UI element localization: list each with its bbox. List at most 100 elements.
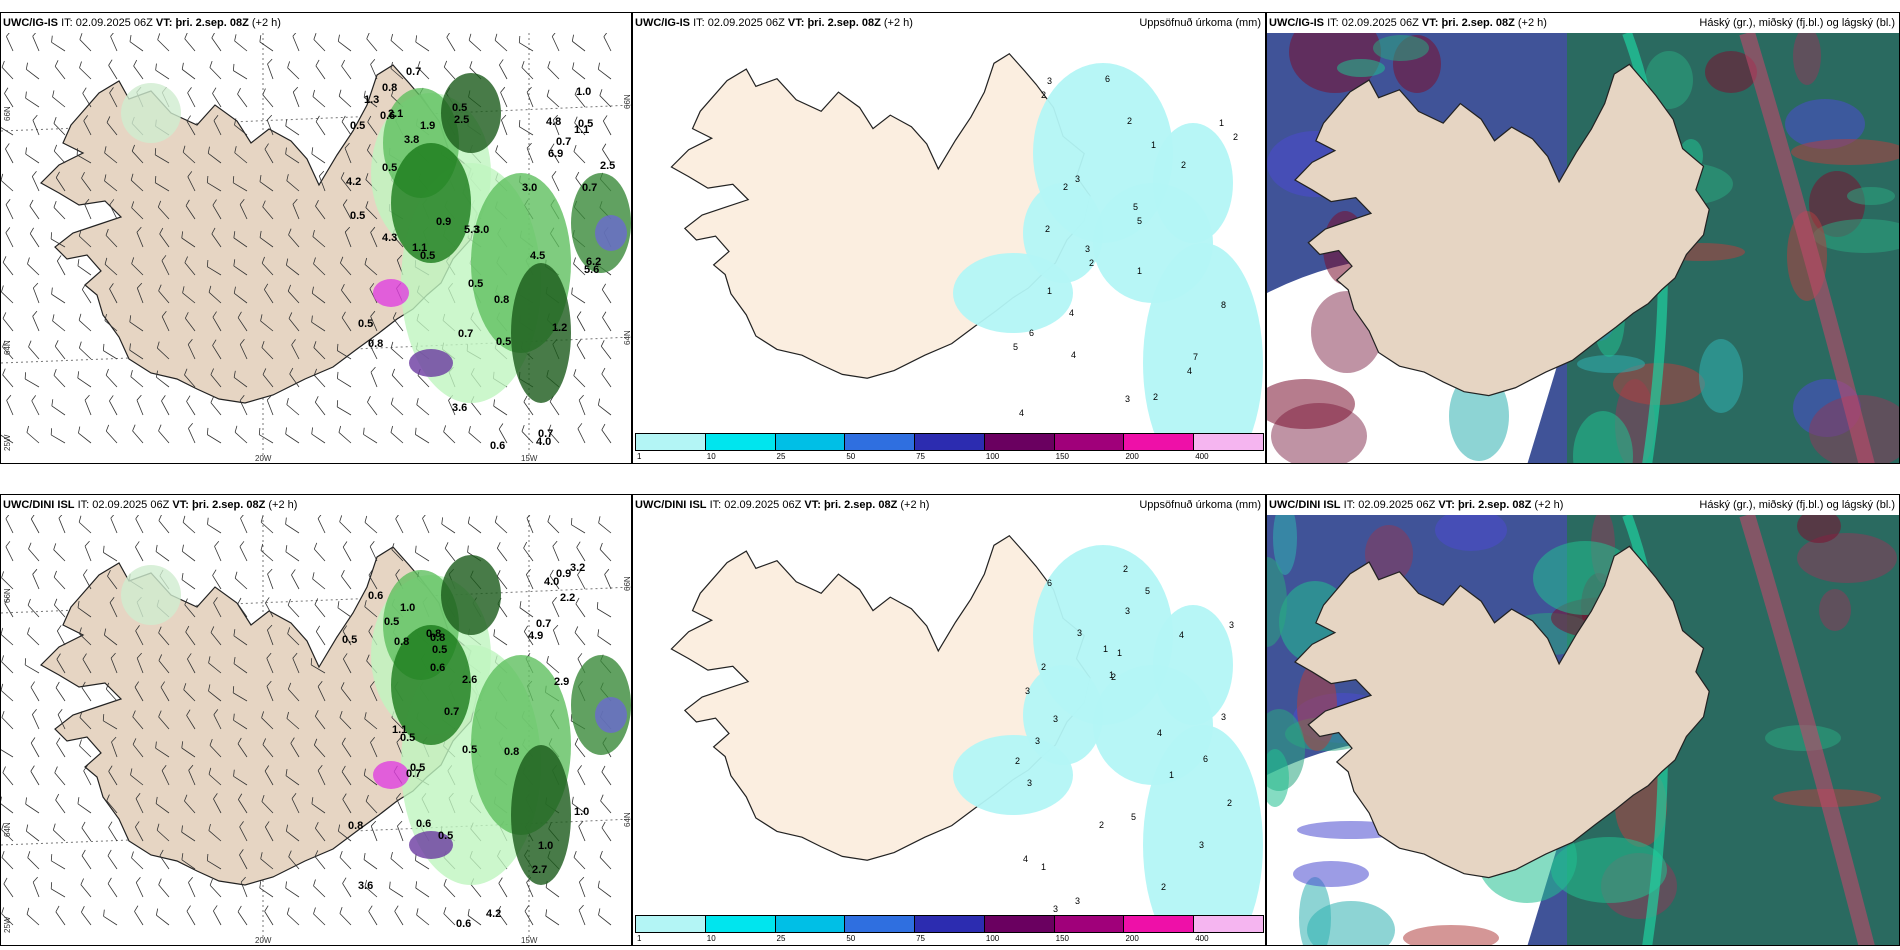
valid-time: þri. 2.sep. 08Z — [823, 499, 898, 511]
precip-value: 0.5 — [358, 318, 373, 330]
precip-value: 1.1 — [574, 124, 589, 136]
lead-time: (+2 h) — [1517, 17, 1547, 29]
accum-value: 1 — [1047, 286, 1052, 296]
accum-value: 5 — [1137, 216, 1142, 226]
lead-time: (+2 h) — [268, 499, 298, 511]
init-time: 02.09.2025 06Z — [1341, 17, 1419, 29]
precip-value: 0.5 — [400, 732, 415, 744]
accum-value: 6 — [1105, 74, 1110, 84]
panel-header: UWC/IG-IS IT: 02.09.2025 06Z VT: þri. 2.… — [1269, 17, 1547, 29]
accum-value: 6 — [1029, 328, 1034, 338]
map-canvas: 0.74.00.53.80.70.54.20.50.80.84.30.50.61… — [1, 33, 631, 463]
vt-label: VT: — [1438, 499, 1455, 511]
precip-value: 0.9 — [436, 216, 451, 228]
lat-label-66n: 66N — [3, 106, 12, 121]
precip-value: 6.2 — [586, 256, 601, 268]
precip-value: 4.2 — [486, 908, 501, 920]
accum-value: 3 — [1229, 620, 1234, 630]
precip-field — [121, 555, 631, 885]
accum-value: 2 — [1041, 662, 1046, 672]
accum-value: 1 — [1109, 670, 1114, 680]
colorbar-swatch — [635, 433, 706, 451]
accum-value: 4 — [1023, 854, 1028, 864]
colorbar-tick: 1 — [637, 934, 642, 943]
colorbar-swatch — [635, 915, 706, 933]
colorbar-swatch — [704, 433, 776, 451]
accum-value: 2 — [1063, 182, 1068, 192]
accum-value: 6 — [1047, 578, 1052, 588]
panel-header: UWC/DINI ISL IT: 02.09.2025 06Z VT: þri.… — [1269, 499, 1563, 511]
precip-value: 0.5 — [468, 278, 483, 290]
lead-time: (+2 h) — [883, 17, 913, 29]
precip-labels: 0.60.80.51.00.50.80.51.00.80.50.63.24.00… — [342, 562, 589, 930]
accum-value: 4 — [1157, 728, 1162, 738]
precip-value: 0.5 — [382, 162, 397, 174]
accum-value: 3 — [1053, 904, 1058, 914]
precip-value: 2.5 — [600, 160, 615, 172]
accum-value: 6 — [1203, 754, 1208, 764]
lat-label-66n-right: 66N — [623, 576, 632, 591]
precip-value: 0.5 — [462, 744, 477, 756]
precip-value: 1.0 — [576, 86, 591, 98]
colorbar-tick: 150 — [1055, 452, 1070, 461]
precip-value: 0.8 — [494, 294, 509, 306]
accum-value: 4 — [1071, 350, 1076, 360]
precip-value: 0.7 — [406, 768, 421, 780]
precip-value: 1.9 — [420, 120, 435, 132]
precip-value: 0.5 — [350, 120, 365, 132]
panel-clouds-dini: UWC/DINI ISL IT: 02.09.2025 06Z VT: þri.… — [1266, 494, 1900, 946]
panel-wind-precip-dini: UWC/DINI ISL IT: 02.09.2025 06Z VT: þri.… — [0, 494, 632, 946]
accum-value: 4 — [1069, 308, 1074, 318]
precip-value: 0.7 — [538, 428, 553, 440]
precip-value: 0.6 — [430, 662, 445, 674]
colorbar-swatch — [844, 915, 916, 933]
lat-label-66n: 66N — [3, 588, 12, 603]
precip-value: 4.5 — [530, 250, 545, 262]
colorbar-tick: 1 — [637, 452, 642, 461]
panel-title: Uppsöfnuð úrkoma (mm) — [1139, 499, 1261, 511]
precip-value: 3.6 — [358, 880, 373, 892]
precip-value: 1.1 — [392, 724, 407, 736]
accum-value: 2 — [1045, 224, 1050, 234]
precip-value: 0.5 — [432, 644, 447, 656]
accum-value: 2 — [1015, 756, 1020, 766]
precip-value: 1.1 — [412, 242, 427, 254]
colorbar-swatch — [914, 915, 985, 933]
precip-value: 1.3 — [364, 94, 379, 106]
map-canvas — [1267, 515, 1899, 945]
accum-value: 3 — [1053, 714, 1058, 724]
accum-value: 5 — [1145, 586, 1150, 596]
accum-value: 1 — [1117, 648, 1122, 658]
precip-value: 0.9 — [556, 568, 571, 580]
accum-value: 4 — [1187, 366, 1192, 376]
lead-time: (+2 h) — [1534, 499, 1564, 511]
accum-value: 3 — [1047, 76, 1052, 86]
panel-header: UWC/DINI ISL IT: 02.09.2025 06Z VT: þri.… — [3, 499, 297, 511]
precip-value: 0.8 — [348, 820, 363, 832]
lon-label-20w: 20W — [255, 454, 272, 463]
precip-value: 4.9 — [528, 630, 543, 642]
it-label: IT: — [61, 17, 73, 29]
colorbar-tick: 400 — [1195, 934, 1209, 943]
colorbar-swatch — [914, 433, 985, 451]
precip-field — [953, 63, 1263, 443]
lead-time: (+2 h) — [251, 17, 281, 29]
precip-value: 4.0 — [536, 436, 551, 448]
precip-value: 1.0 — [400, 602, 415, 614]
colorbar-tick: 150 — [1055, 934, 1070, 943]
accum-value: 2 — [1123, 564, 1128, 574]
valid-time: þri. 2.sep. 08Z — [1457, 499, 1532, 511]
accum-value: 3 — [1035, 736, 1040, 746]
it-label: IT: — [693, 17, 705, 29]
accum-value: 5 — [1133, 202, 1138, 212]
colorbar-swatch — [774, 915, 846, 933]
panel-title: Háský (gr.), miðský (fj.bl.) og lágský (… — [1699, 17, 1895, 29]
vt-label: VT: — [787, 17, 805, 29]
colorbar-swatch — [844, 433, 916, 451]
lon-label-25w: 25W — [3, 434, 12, 451]
precip-value: 0.7 — [556, 136, 571, 148]
accum-value: 2 — [1227, 798, 1232, 808]
accum-value: 2 — [1153, 392, 1158, 402]
colorbar-swatch — [983, 915, 1055, 933]
model-name: UWC/DINI ISL — [1269, 499, 1341, 511]
